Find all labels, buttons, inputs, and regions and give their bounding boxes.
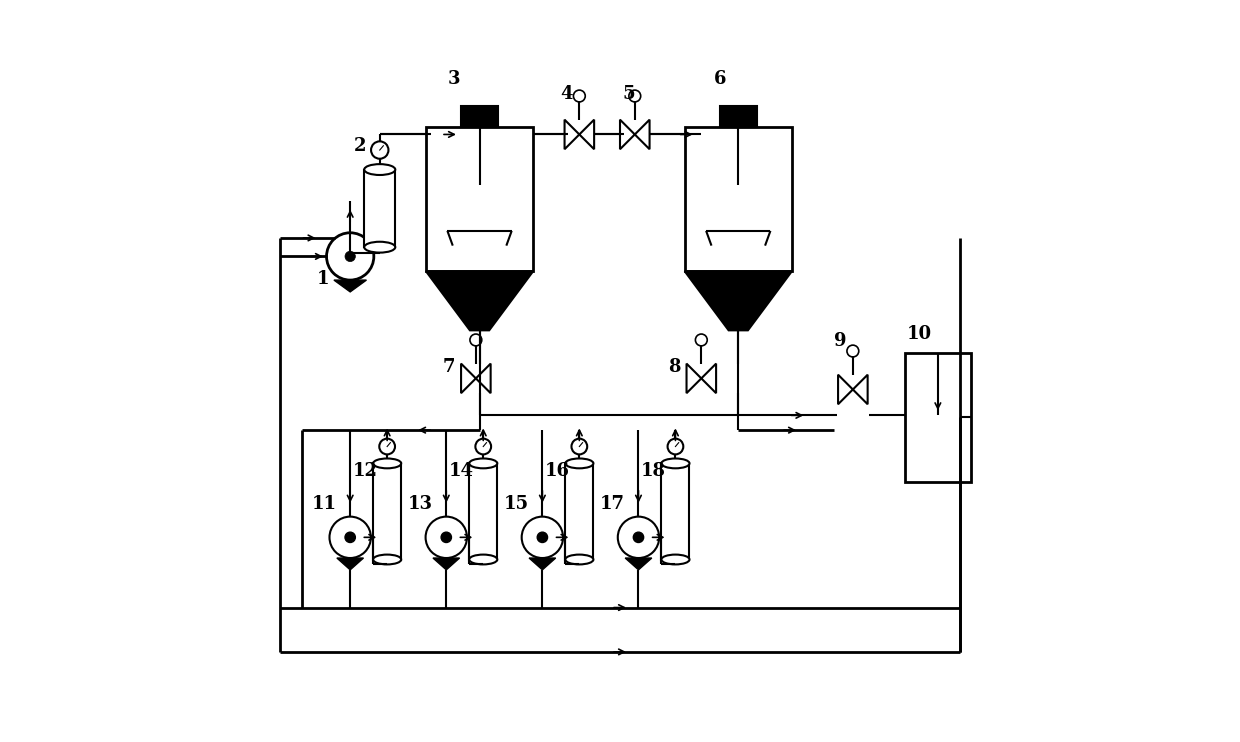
Text: 18: 18	[641, 462, 666, 480]
Bar	[905, 352, 971, 482]
Text: 3: 3	[448, 70, 460, 88]
Ellipse shape	[365, 164, 396, 175]
Text: 2: 2	[353, 137, 366, 154]
Bar	[365, 170, 396, 247]
Bar	[661, 464, 689, 559]
Text: 14: 14	[449, 462, 474, 480]
Text: 13: 13	[408, 495, 433, 513]
Text: 12: 12	[352, 462, 377, 480]
Bar	[565, 464, 594, 559]
Text: 5: 5	[622, 85, 635, 103]
Ellipse shape	[365, 242, 396, 252]
Text: 4: 4	[559, 85, 573, 103]
Bar	[684, 127, 792, 272]
Text: 7: 7	[443, 358, 455, 376]
Ellipse shape	[661, 459, 689, 468]
Polygon shape	[427, 272, 533, 330]
Circle shape	[441, 532, 451, 542]
Text: 9: 9	[835, 332, 847, 350]
Ellipse shape	[373, 459, 402, 468]
Text: 1: 1	[316, 269, 329, 288]
Polygon shape	[337, 558, 363, 570]
Ellipse shape	[469, 459, 497, 468]
Ellipse shape	[565, 459, 594, 468]
Circle shape	[634, 532, 644, 542]
Text: 8: 8	[667, 358, 681, 376]
Text: 11: 11	[311, 495, 337, 513]
Ellipse shape	[565, 554, 594, 565]
Bar	[461, 106, 498, 127]
Bar	[373, 464, 402, 559]
Circle shape	[345, 532, 356, 542]
Text: 6: 6	[713, 70, 727, 88]
Polygon shape	[433, 558, 460, 570]
Text: 15: 15	[503, 495, 529, 513]
Text: 16: 16	[544, 462, 569, 480]
Polygon shape	[625, 558, 652, 570]
Polygon shape	[529, 558, 556, 570]
Polygon shape	[334, 280, 367, 292]
Bar	[427, 127, 533, 272]
Ellipse shape	[373, 554, 402, 565]
Polygon shape	[684, 272, 792, 330]
Ellipse shape	[661, 554, 689, 565]
Text: 10: 10	[906, 325, 932, 343]
Circle shape	[345, 252, 356, 262]
Bar	[719, 106, 756, 127]
Text: 17: 17	[600, 495, 625, 513]
Circle shape	[537, 532, 548, 542]
Ellipse shape	[469, 554, 497, 565]
Bar	[469, 464, 497, 559]
